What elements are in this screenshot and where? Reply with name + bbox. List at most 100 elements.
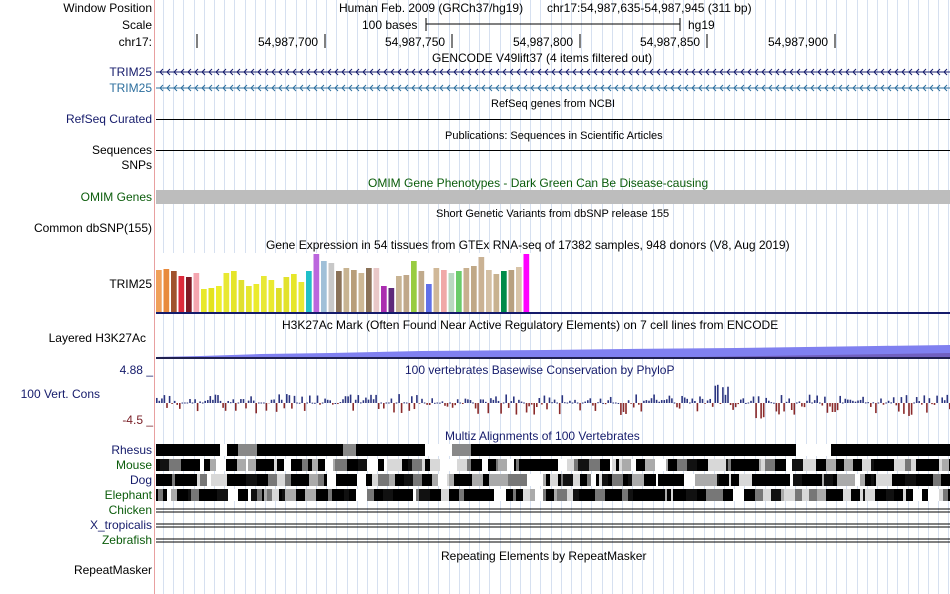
strand-chevron — [495, 84, 500, 92]
alignment-block — [843, 489, 851, 501]
gencode-transcripts[interactable] — [156, 66, 950, 94]
track-label-gtex-gene[interactable]: TRIM25 — [109, 277, 152, 291]
strand-chevron — [551, 84, 556, 92]
alignment-block — [486, 474, 489, 486]
strand-chevron — [747, 84, 752, 92]
alignment-block — [519, 459, 521, 471]
alignment-block — [706, 489, 712, 501]
phylop-score-bar — [530, 403, 533, 405]
gtex-tissue-bar — [396, 276, 402, 312]
strand-chevron — [474, 84, 479, 92]
multiz-alignments[interactable] — [156, 443, 950, 545]
alignment-block — [272, 489, 279, 501]
strand-chevron — [649, 68, 654, 76]
track-label-sequences[interactable]: Sequences — [91, 143, 152, 157]
species-label-dog: Dog — [129, 473, 152, 487]
phylop-score-bar — [760, 403, 762, 419]
alignment-block — [871, 474, 874, 486]
alignment-block — [483, 474, 486, 486]
gtex-tissue-bar — [268, 280, 275, 312]
alignment-block — [887, 444, 901, 456]
strand-chevron — [348, 84, 353, 92]
track-label-snps[interactable]: SNPs — [121, 158, 152, 172]
strand-chevron — [831, 68, 836, 76]
strand-chevron — [194, 84, 199, 92]
alignment-block — [637, 489, 645, 501]
species-label-rhesus: Rhesus — [111, 443, 152, 457]
gtex-expression-chart[interactable] — [156, 253, 950, 315]
alignment-block — [530, 489, 532, 501]
phylop-score-bar — [711, 403, 714, 407]
strand-chevron — [383, 84, 388, 92]
phylop-score-bar — [625, 403, 627, 414]
strand-chevron — [852, 84, 857, 92]
strand-chevron — [411, 84, 416, 92]
alignment-block — [860, 444, 865, 456]
strand-chevron — [446, 68, 451, 76]
track-label-trim25-gencode-2[interactable]: TRIM25 — [109, 81, 152, 95]
gtex-tissue-bar — [193, 273, 200, 312]
strand-chevron — [334, 84, 339, 92]
strand-chevron — [565, 84, 570, 92]
alignment-block — [523, 489, 530, 501]
alignment-block — [169, 459, 173, 471]
strand-chevron — [173, 84, 178, 92]
strand-chevron — [859, 68, 864, 76]
phylop-score-bar — [597, 402, 599, 404]
alignment-block — [733, 489, 744, 501]
track-label-refseq-curated[interactable]: RefSeq Curated — [65, 112, 152, 126]
alignment-block — [220, 459, 226, 471]
track-label-omim-genes[interactable]: OMIM Genes — [80, 190, 152, 204]
phylop-score-bar — [561, 395, 564, 403]
strand-chevron — [621, 84, 626, 92]
phylop-score-bar — [936, 395, 938, 403]
gtex-tissue-bar — [186, 277, 192, 312]
track-label-100-vert-cons[interactable]: 100 Vert. Cons — [20, 387, 100, 401]
phylop-score-bar — [933, 403, 936, 405]
alignment-block — [199, 489, 207, 501]
phylop-score-bar — [520, 401, 523, 403]
refseq-gene-line[interactable] — [156, 119, 950, 120]
alignment-block — [860, 489, 863, 501]
phylop-score-bar — [678, 403, 681, 409]
phylop-score-bar — [311, 402, 314, 404]
phylop-score-bar — [161, 398, 163, 403]
alignment-block — [862, 459, 871, 471]
phylop-score-bar — [793, 403, 796, 415]
track-label-layered-h3k27ac[interactable]: Layered H3K27Ac — [48, 331, 146, 345]
phylop-conservation-plot[interactable] — [156, 378, 950, 428]
strand-chevron — [796, 84, 801, 92]
gtex-tissue-bar — [328, 263, 335, 312]
alignment-block — [819, 459, 826, 471]
repeatmasker-track-title: Repeating Elements by RepeatMasker — [441, 549, 647, 563]
phylop-score-bar — [813, 400, 816, 403]
alignment-block — [668, 459, 677, 471]
alignment-block — [628, 474, 632, 486]
phylop-score-bar — [370, 394, 372, 403]
strand-chevron — [796, 68, 801, 76]
phylop-score-bar — [811, 402, 813, 404]
alignment-block — [186, 444, 191, 456]
gtex-tissue-bar — [486, 270, 492, 312]
alignment-block — [238, 474, 246, 486]
h3k27ac-track-title: H3K27Ac Mark (Often Found Near Active Re… — [282, 318, 779, 332]
strand-chevron — [677, 68, 682, 76]
publications-sequence-line[interactable] — [156, 150, 950, 151]
track-label-trim25-gencode[interactable]: TRIM25 — [109, 65, 152, 79]
strand-chevron — [250, 84, 255, 92]
alignment-block — [326, 444, 343, 456]
h3k27ac-signal[interactable] — [156, 334, 950, 360]
strand-chevron — [201, 84, 206, 92]
track-label-common-dbsnp[interactable]: Common dbSNP(155) — [33, 221, 152, 235]
alignment-block — [666, 459, 668, 471]
track-label-repeatmasker[interactable]: RepeatMasker — [73, 563, 152, 577]
gtex-tissue-bar — [366, 268, 372, 312]
alignment-block — [894, 489, 903, 501]
alignment-block — [534, 474, 543, 486]
phylop-score-bar — [581, 402, 584, 404]
alignment-block — [874, 459, 883, 471]
phylop-score-bar — [921, 403, 923, 405]
omim-gene-bar[interactable] — [156, 190, 950, 204]
alignment-block — [516, 459, 519, 471]
